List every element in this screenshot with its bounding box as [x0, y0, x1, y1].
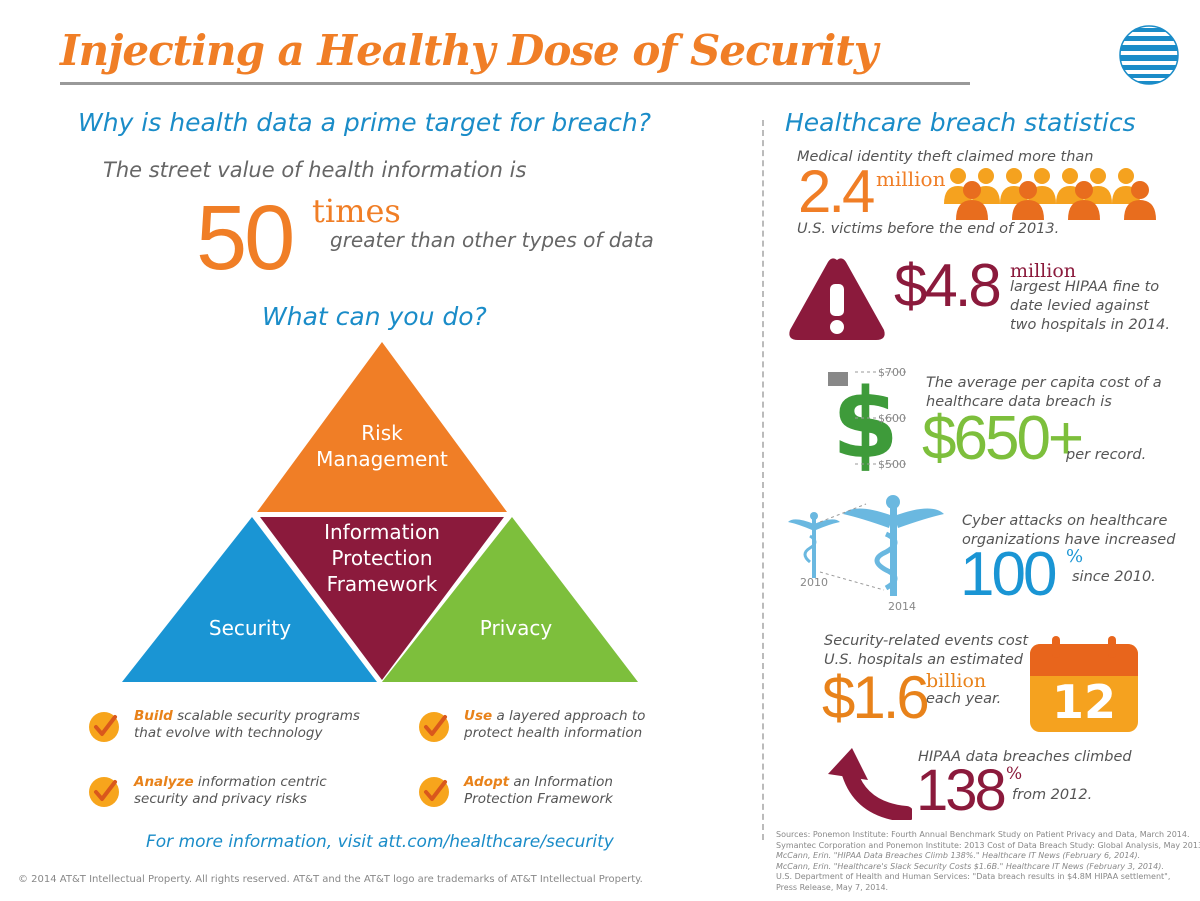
source-line: Press Release, May 7, 2014.: [776, 882, 889, 892]
stat4-year1: 2010: [800, 576, 828, 589]
stat3-axis-mid: $600: [878, 412, 906, 425]
task-analyze: Analyze information centric security and…: [134, 774, 327, 808]
stat5-line1: Security-related events cost: [824, 633, 1029, 649]
pyramid-left-label: Security: [208, 616, 292, 640]
task-analyze-verb: Analyze: [134, 774, 194, 790]
stat3-axis-bot: $500: [878, 458, 906, 471]
source-line: McCann, Erin. "Healthcare's Slack Securi…: [776, 861, 1164, 871]
stat6-intro: HIPAA data breaches climbed: [918, 749, 1132, 765]
stat3-line1: The average per capita cost of a: [926, 375, 1162, 391]
task-adopt-verb: Adopt: [464, 774, 510, 790]
calendar-day: 12: [1051, 675, 1116, 729]
task-build: Build scalable security programs that ev…: [134, 708, 360, 742]
pyramid-top-line1: Risk: [361, 421, 403, 445]
stat6-percent: %: [1006, 764, 1023, 784]
stat6-number: 138: [916, 758, 1007, 823]
stat2-number: $4.8: [894, 252, 1002, 319]
page-title: Injecting a Healthy Dose of Security: [60, 26, 878, 75]
pyramid-center-line2: Protection: [331, 546, 433, 570]
pyramid-center-line1: Information: [324, 520, 440, 544]
more-info-link[interactable]: For more information, visit att.com/heal…: [146, 832, 614, 852]
task-adopt: Adopt an Information Protection Framewor…: [464, 774, 613, 808]
task-use: Use a layered approach to protect health…: [464, 708, 645, 742]
stat2-line1: largest HIPAA fine to: [1010, 279, 1160, 295]
what-heading: What can you do?: [262, 302, 487, 331]
pyramid-center-label: Information Protection Framework: [302, 519, 462, 597]
stat4-number: 100: [960, 540, 1057, 609]
task-build-line1: scalable security programs: [177, 708, 360, 724]
stat3-axis-top: $700: [878, 366, 906, 379]
pyramid-risk-management: [257, 342, 507, 512]
pyramid-center-line3: Framework: [326, 572, 438, 596]
pyramid-privacy: [382, 517, 638, 682]
task-build-verb: Build: [134, 708, 173, 724]
stat6-outro: from 2012.: [1012, 787, 1093, 803]
times-word: times: [312, 192, 401, 230]
stat2-line3: two hospitals in 2014.: [1010, 317, 1170, 333]
pyramid-top-label: Risk Management: [302, 420, 462, 472]
stat3-outro: per record.: [1066, 447, 1147, 463]
stat4-year2: 2014: [888, 600, 916, 613]
pyramid-right-label: Privacy: [479, 616, 553, 640]
stat3-text: The average per capita cost of a healthc…: [926, 374, 1162, 412]
source-line: U.S. Department of Health and Human Serv…: [776, 872, 1171, 881]
task-adopt-line1: an Information: [513, 774, 613, 790]
security-pyramid: [122, 342, 638, 682]
arrow-up-icon: [828, 748, 912, 820]
checkmark-icon: [419, 712, 449, 742]
task-adopt-line2: Protection Framework: [464, 791, 613, 807]
stat2-line2: date levied against: [1010, 298, 1150, 314]
greater-line: greater than other types of data: [330, 228, 654, 252]
stat5-unit: billion: [926, 670, 987, 692]
street-value-line: The street value of health information i…: [103, 158, 527, 182]
checkmark-icon: [89, 777, 119, 807]
title-divider: [60, 82, 970, 85]
caduceus-icon: [788, 495, 944, 596]
big-number-50: 50: [196, 187, 295, 289]
stat1-outro: U.S. victims before the end of 2013.: [797, 221, 1060, 237]
source-line: Symantec Corporation and Ponemon Institu…: [776, 840, 1200, 850]
source-line: McCann, Erin. "HIPAA Data Breaches Climb…: [776, 851, 1141, 860]
stat5-line2: U.S. hospitals an estimated: [824, 652, 1023, 668]
stat1-intro: Medical identity theft claimed more than: [797, 149, 1094, 165]
left-heading: Why is health data a prime target for br…: [78, 108, 652, 137]
task-analyze-line2: security and privacy risks: [134, 791, 307, 807]
stat1-number: 2.4: [798, 158, 875, 225]
right-heading: Healthcare breach statistics: [785, 108, 1136, 137]
calendar-icon: 12: [1030, 636, 1138, 732]
stat5-number: $1.6: [822, 664, 930, 731]
pyramid-security: [122, 517, 377, 682]
column-divider: [762, 120, 764, 840]
task-use-line1: a layered approach to: [496, 708, 646, 724]
task-analyze-line1: information centric: [197, 774, 327, 790]
warning-icon: [789, 258, 885, 340]
checkmark-icon: [419, 777, 449, 807]
stat3-number: $650+: [922, 404, 1084, 473]
stat5-outro: each year.: [926, 691, 1002, 707]
task-use-verb: Use: [464, 708, 493, 724]
task-use-line2: protect health information: [464, 725, 643, 741]
copyright-footer: © 2014 AT&T Intellectual Property. All r…: [18, 874, 643, 885]
sources-list: Sources: Ponemon Institute: Fourth Annua…: [776, 830, 1200, 893]
stat1-unit: million: [876, 167, 946, 191]
stat4-line2: organizations have increased: [962, 532, 1176, 548]
pyramid-framework: [260, 517, 504, 680]
stat4-line1: Cyber attacks on healthcare: [962, 513, 1168, 529]
people-icon-group: [944, 168, 1156, 220]
source-line: Sources: Ponemon Institute: Fourth Annua…: [776, 830, 1190, 839]
stat5-text: Security-related events cost U.S. hospit…: [824, 632, 1028, 670]
stat2-text: largest HIPAA fine to date levied agains…: [1010, 278, 1170, 335]
stat4-percent: %: [1066, 546, 1084, 567]
stat4-outro: since 2010.: [1072, 569, 1156, 585]
checkmark-icon: [89, 712, 119, 742]
att-globe-logo: [1119, 25, 1179, 85]
stat3-line2: healthcare data breach is: [926, 394, 1112, 410]
pyramid-top-line2: Management: [316, 447, 448, 471]
stat4-text: Cyber attacks on healthcare organization…: [962, 512, 1175, 550]
stat2-unit: million: [1010, 260, 1076, 282]
task-build-line2: that evolve with technology: [134, 725, 323, 741]
dollar-sign-icon: $: [828, 368, 908, 472]
